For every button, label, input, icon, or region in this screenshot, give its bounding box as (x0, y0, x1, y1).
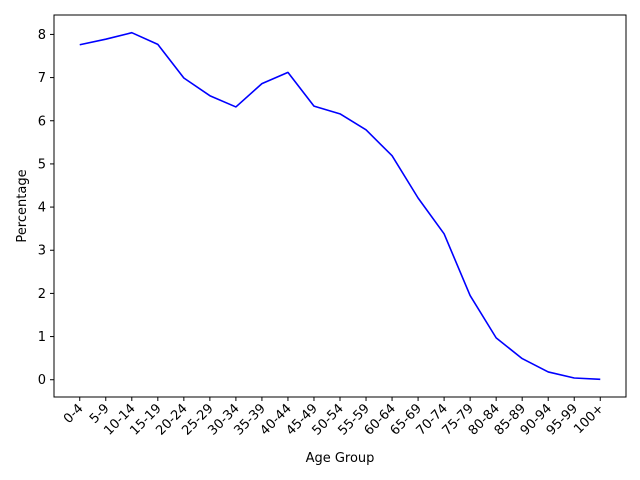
y-tick-label: 4 (38, 201, 46, 216)
y-tick-label: 6 (38, 114, 46, 129)
y-axis: 0 1 2 3 4 5 6 7 8 (38, 28, 54, 388)
series-line (79, 31, 601, 381)
x-tick-label: 0-4 (61, 401, 87, 427)
y-tick-label: 5 (38, 157, 46, 172)
y-tick-label: 1 (38, 330, 46, 345)
y-tick-label: 8 (38, 28, 46, 43)
x-tick-label: 100+ (571, 401, 607, 437)
x-axis-label: Age Group (306, 451, 375, 466)
x-axis: 0-4 5-910-1415-1920-2425-2930-3435-3940-4… (61, 397, 607, 439)
series-layer (79, 31, 601, 381)
y-tick-label: 3 (38, 244, 46, 259)
plot-area (53, 14, 627, 398)
y-tick-label: 7 (38, 71, 46, 86)
y-tick-label: 0 (38, 373, 46, 388)
y-tick-label: 2 (38, 287, 46, 302)
y-axis-label: Percentage (15, 169, 30, 242)
